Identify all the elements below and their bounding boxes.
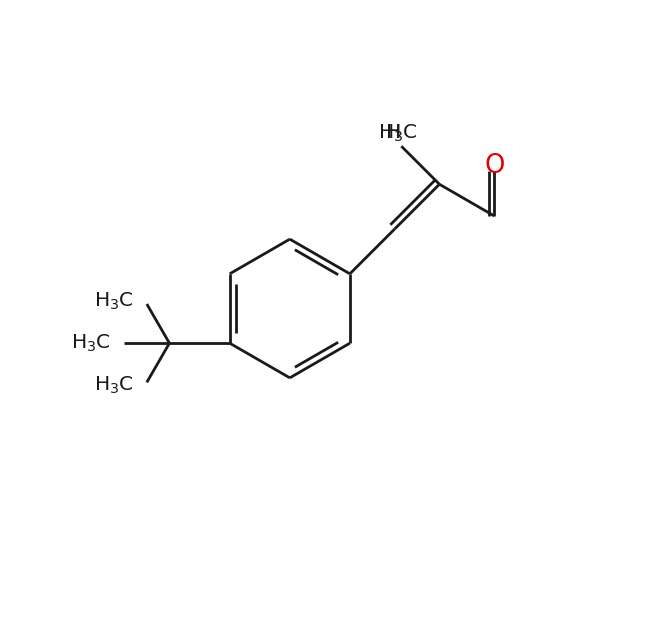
Text: O: O [484,153,505,179]
Text: $\mathregular{H_3C}$: $\mathregular{H_3C}$ [93,375,134,396]
Text: H: H [386,123,401,143]
Text: $\mathregular{H_3C}$: $\mathregular{H_3C}$ [378,122,418,144]
Text: H: H [386,123,401,143]
Text: $\mathregular{H_3C}$: $\mathregular{H_3C}$ [71,333,111,354]
Text: $\mathregular{H_3C}$: $\mathregular{H_3C}$ [93,291,134,312]
